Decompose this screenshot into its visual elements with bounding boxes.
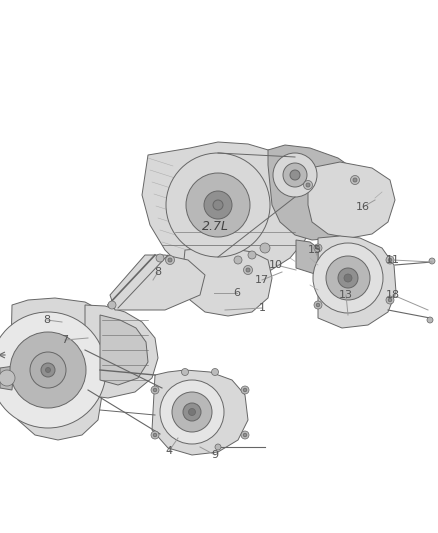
Circle shape — [313, 244, 321, 252]
Circle shape — [155, 254, 164, 262]
Circle shape — [188, 408, 195, 416]
Polygon shape — [295, 240, 317, 275]
Circle shape — [0, 370, 15, 386]
Text: 17: 17 — [254, 275, 268, 285]
Circle shape — [315, 303, 319, 307]
Polygon shape — [152, 370, 247, 455]
Circle shape — [233, 256, 241, 264]
Polygon shape — [267, 145, 367, 240]
Text: 8: 8 — [154, 267, 161, 277]
Circle shape — [165, 255, 174, 264]
Text: 6: 6 — [233, 288, 240, 298]
Circle shape — [312, 243, 382, 313]
Circle shape — [303, 181, 312, 190]
Polygon shape — [182, 248, 272, 316]
Circle shape — [240, 431, 248, 439]
Circle shape — [350, 175, 359, 184]
Circle shape — [283, 163, 306, 187]
Polygon shape — [307, 162, 394, 238]
Circle shape — [181, 368, 188, 376]
Circle shape — [151, 431, 159, 439]
Circle shape — [166, 153, 269, 257]
Circle shape — [168, 258, 172, 262]
Circle shape — [259, 243, 269, 253]
Circle shape — [387, 298, 391, 302]
Circle shape — [243, 433, 246, 437]
Circle shape — [153, 388, 156, 392]
Circle shape — [183, 403, 201, 421]
Circle shape — [272, 153, 316, 197]
Circle shape — [337, 268, 357, 288]
Circle shape — [243, 265, 252, 274]
Circle shape — [313, 301, 321, 309]
Text: 7: 7 — [61, 335, 68, 345]
Circle shape — [0, 312, 106, 428]
Text: 9: 9 — [211, 450, 218, 460]
Circle shape — [204, 191, 231, 219]
Text: 2.7L: 2.7L — [201, 221, 228, 233]
Circle shape — [41, 363, 55, 377]
Polygon shape — [10, 298, 102, 440]
Text: 13: 13 — [338, 290, 352, 300]
Text: 16: 16 — [355, 202, 369, 212]
Circle shape — [352, 178, 356, 182]
Circle shape — [426, 317, 432, 323]
Circle shape — [243, 388, 246, 392]
Circle shape — [305, 183, 309, 187]
Circle shape — [212, 200, 223, 210]
Polygon shape — [317, 236, 395, 328]
Text: 1: 1 — [258, 303, 265, 313]
Circle shape — [343, 274, 351, 282]
Circle shape — [387, 258, 391, 262]
Circle shape — [172, 392, 212, 432]
Circle shape — [245, 268, 249, 272]
Circle shape — [10, 332, 86, 408]
Text: 4: 4 — [165, 446, 172, 456]
Circle shape — [151, 386, 159, 394]
Circle shape — [290, 170, 299, 180]
Polygon shape — [141, 142, 311, 278]
Text: 8: 8 — [43, 315, 50, 325]
Polygon shape — [85, 305, 158, 398]
Circle shape — [186, 173, 249, 237]
Text: 10: 10 — [268, 260, 283, 270]
Circle shape — [46, 367, 50, 373]
Circle shape — [315, 246, 319, 250]
Circle shape — [240, 386, 248, 394]
Text: 15: 15 — [307, 245, 321, 255]
Circle shape — [385, 296, 393, 304]
Circle shape — [108, 301, 116, 309]
Circle shape — [153, 433, 156, 437]
Circle shape — [215, 444, 220, 450]
Circle shape — [159, 380, 223, 444]
Polygon shape — [110, 255, 205, 310]
Polygon shape — [100, 315, 148, 385]
Text: 18: 18 — [385, 290, 399, 300]
Circle shape — [325, 256, 369, 300]
Circle shape — [247, 251, 255, 259]
Circle shape — [385, 256, 393, 264]
Circle shape — [30, 352, 66, 388]
Polygon shape — [0, 366, 14, 390]
Text: 11: 11 — [385, 255, 399, 265]
Circle shape — [211, 368, 218, 376]
Circle shape — [428, 258, 434, 264]
